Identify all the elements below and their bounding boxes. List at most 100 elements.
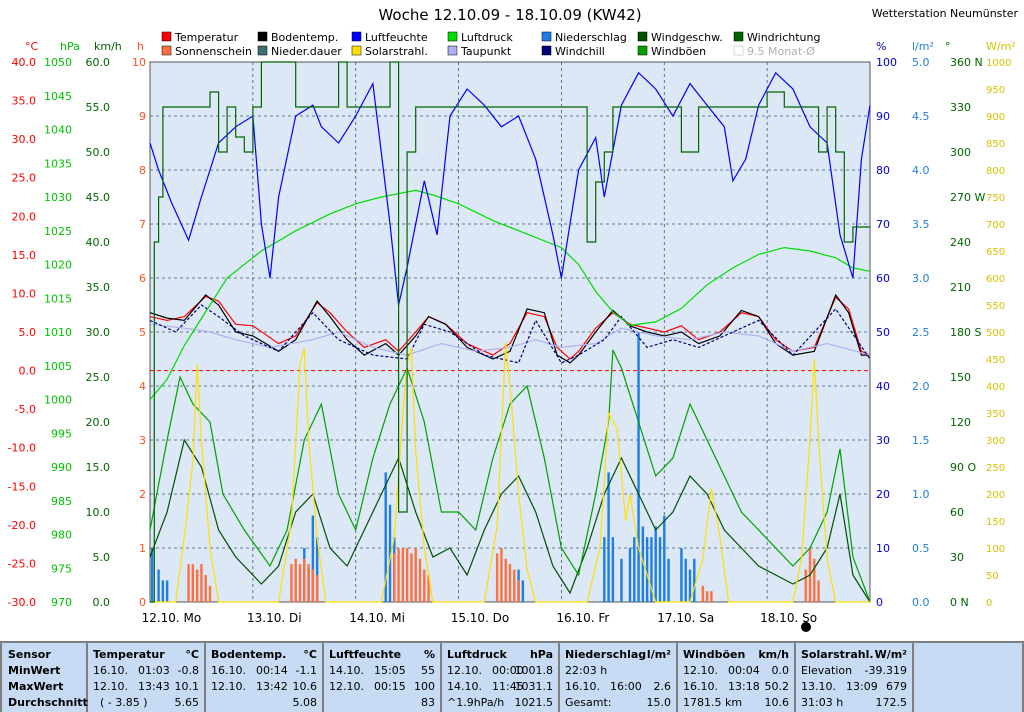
bar-sonnenschein: [423, 569, 426, 602]
axis-rain-tick: 2.0: [912, 380, 930, 393]
stat-value: 1031.1: [514, 680, 554, 693]
axis-dir-tick: 180 S: [950, 326, 981, 339]
legend-label: Windchill: [555, 45, 605, 58]
legend-label: Windböen: [651, 45, 706, 58]
axis-dir-unit: °: [945, 40, 951, 53]
bar-sonnenschein: [804, 569, 807, 602]
axis-temp-tick: -30.0: [8, 596, 36, 609]
bar-sonnenschein: [303, 558, 306, 602]
axis-solar-tick: 950: [986, 85, 1005, 96]
axis-hum-tick: 40: [876, 380, 890, 393]
bar-sonnenschein: [817, 580, 820, 602]
axis-press-tick: 1015: [44, 292, 72, 305]
stat-row: 83: [324, 696, 440, 712]
axis-temp-tick: 15.0: [12, 249, 37, 262]
bar-niederschlag: [645, 537, 649, 602]
stat-row-label: MinWert: [8, 664, 61, 677]
bar-niederschlag: [641, 526, 645, 602]
axis-press-tick: 985: [51, 495, 72, 508]
bar-sonnenschein: [427, 575, 430, 602]
bar-sonnenschein: [191, 564, 195, 602]
legend-label: Windgeschw.: [651, 31, 723, 44]
stat-column-solarstrahl: Solarstrahl. W/m² Elevation -39.319 13.10. 13…: [796, 643, 912, 712]
axis-solar-tick: 700: [986, 220, 1005, 231]
bar-niederschlag: [693, 558, 696, 602]
bar-sonnenschein: [705, 591, 709, 602]
axis-rain-tick: 3.0: [912, 272, 930, 285]
axis-rain-unit: l/m²: [912, 40, 934, 53]
stat-date: 31:03 h: [801, 696, 844, 709]
axis-wind-tick: 45.0: [86, 191, 111, 204]
x-day-label: 15.10. Do: [451, 611, 510, 625]
stat-column-sensor: Sensor MinWert MaxWert Durchschnitt: [2, 643, 88, 712]
axis-dir-tick: 210: [950, 281, 971, 294]
axis-temp-tick: 0.0: [19, 365, 37, 378]
axis-rain-tick: 3.5: [912, 218, 930, 231]
axis-wind-tick: 25.0: [86, 371, 111, 384]
stat-value: 10.6: [764, 696, 790, 709]
stat-value: 172.5: [875, 696, 908, 709]
axis-hum-tick: 20: [876, 488, 890, 501]
axis-rain-tick: 4.5: [912, 110, 930, 123]
stat-column-windben: Windböen km/h 12.10. 00:04 0.0 16.10. 13:18 50.…: [678, 643, 794, 712]
bar-sonnenschein: [204, 575, 207, 602]
stat-date: 12.10.: [93, 680, 128, 693]
axis-temp-tick: -5.0: [15, 403, 36, 416]
series-line-luftdruck: [149, 189, 871, 400]
bar-sonnenschein: [187, 564, 190, 602]
axis-hum-tick: 0: [876, 596, 883, 609]
stat-value: 1001.8: [514, 664, 554, 677]
stat-unit: °C: [185, 648, 199, 661]
axis-press-tick: 1025: [44, 225, 72, 238]
stat-date: 12.10.: [683, 664, 718, 677]
legend-label: Taupunkt: [460, 45, 512, 58]
stat-time: 00:00: [492, 664, 524, 677]
stat-row: MaxWert: [2, 680, 86, 696]
bar-niederschlag: [628, 548, 632, 602]
axis-solar-tick: 1000: [986, 58, 1011, 69]
stat-value: 679: [886, 680, 907, 693]
axis-solar-tick: 800: [986, 166, 1005, 177]
stat-value: -0.8: [177, 664, 199, 677]
axis-hum-tick: 50: [876, 326, 890, 339]
axis-solar-tick: 100: [986, 544, 1005, 555]
bar-sonnenschein: [495, 553, 499, 602]
axis-temp-tick: -20.0: [8, 519, 36, 532]
axis-press-tick: 995: [51, 427, 72, 440]
stat-time: 00:04: [728, 664, 760, 677]
axis-sun-tick: 6: [139, 272, 146, 285]
axis-temp-tick: 10.0: [12, 287, 37, 300]
stat-time: 13:43: [138, 680, 170, 693]
stat-row: Elevation -39.319: [796, 664, 912, 680]
stat-row: 14.10. 11:45 1031.1: [442, 680, 558, 696]
chart-title: Woche 12.10.09 - 18.10.09 (KW42): [378, 6, 641, 24]
axis-temp-tick: -25.0: [8, 557, 36, 570]
bar-sonnenschein: [393, 553, 396, 602]
axis-solar-tick: 300: [986, 436, 1005, 447]
legend-swatch: [541, 45, 552, 56]
line-series: [149, 61, 871, 603]
axis-sun-tick: 3: [139, 434, 146, 447]
stat-header-row: Sensor: [2, 648, 86, 664]
bar-sonnenschein: [710, 591, 713, 602]
axis-temp-unit: °C: [25, 40, 39, 53]
bar-niederschlag: [658, 537, 662, 602]
axis-solar-tick: 750: [986, 193, 1005, 204]
axis-solar-unit: W/m²: [986, 40, 1016, 53]
axis-solar-tick: 50: [986, 571, 999, 582]
bar-sonnenschein: [298, 564, 302, 602]
bar-niederschlag: [650, 537, 653, 602]
stat-row: 12.10. 00:04 0.0: [678, 664, 794, 680]
axis-labels: 40.035.030.025.020.015.010.05.00.0-5.0-1…: [8, 40, 1016, 625]
axis-solar-tick: 550: [986, 301, 1005, 312]
axis-dir-tick: 30: [950, 551, 964, 564]
stat-header: Windböen: [683, 648, 746, 661]
bar-sonnenschein: [418, 558, 422, 602]
stat-value: 50.2: [764, 680, 790, 693]
axis-press-tick: 1020: [44, 259, 72, 272]
axis-hum-tick: 30: [876, 434, 890, 447]
stat-header-row: Windböen km/h: [678, 648, 794, 664]
stat-date: 16.10.: [565, 680, 600, 693]
legend-label: Sonnenschein: [175, 45, 252, 58]
x-day-label: 18.10. So: [760, 611, 817, 625]
